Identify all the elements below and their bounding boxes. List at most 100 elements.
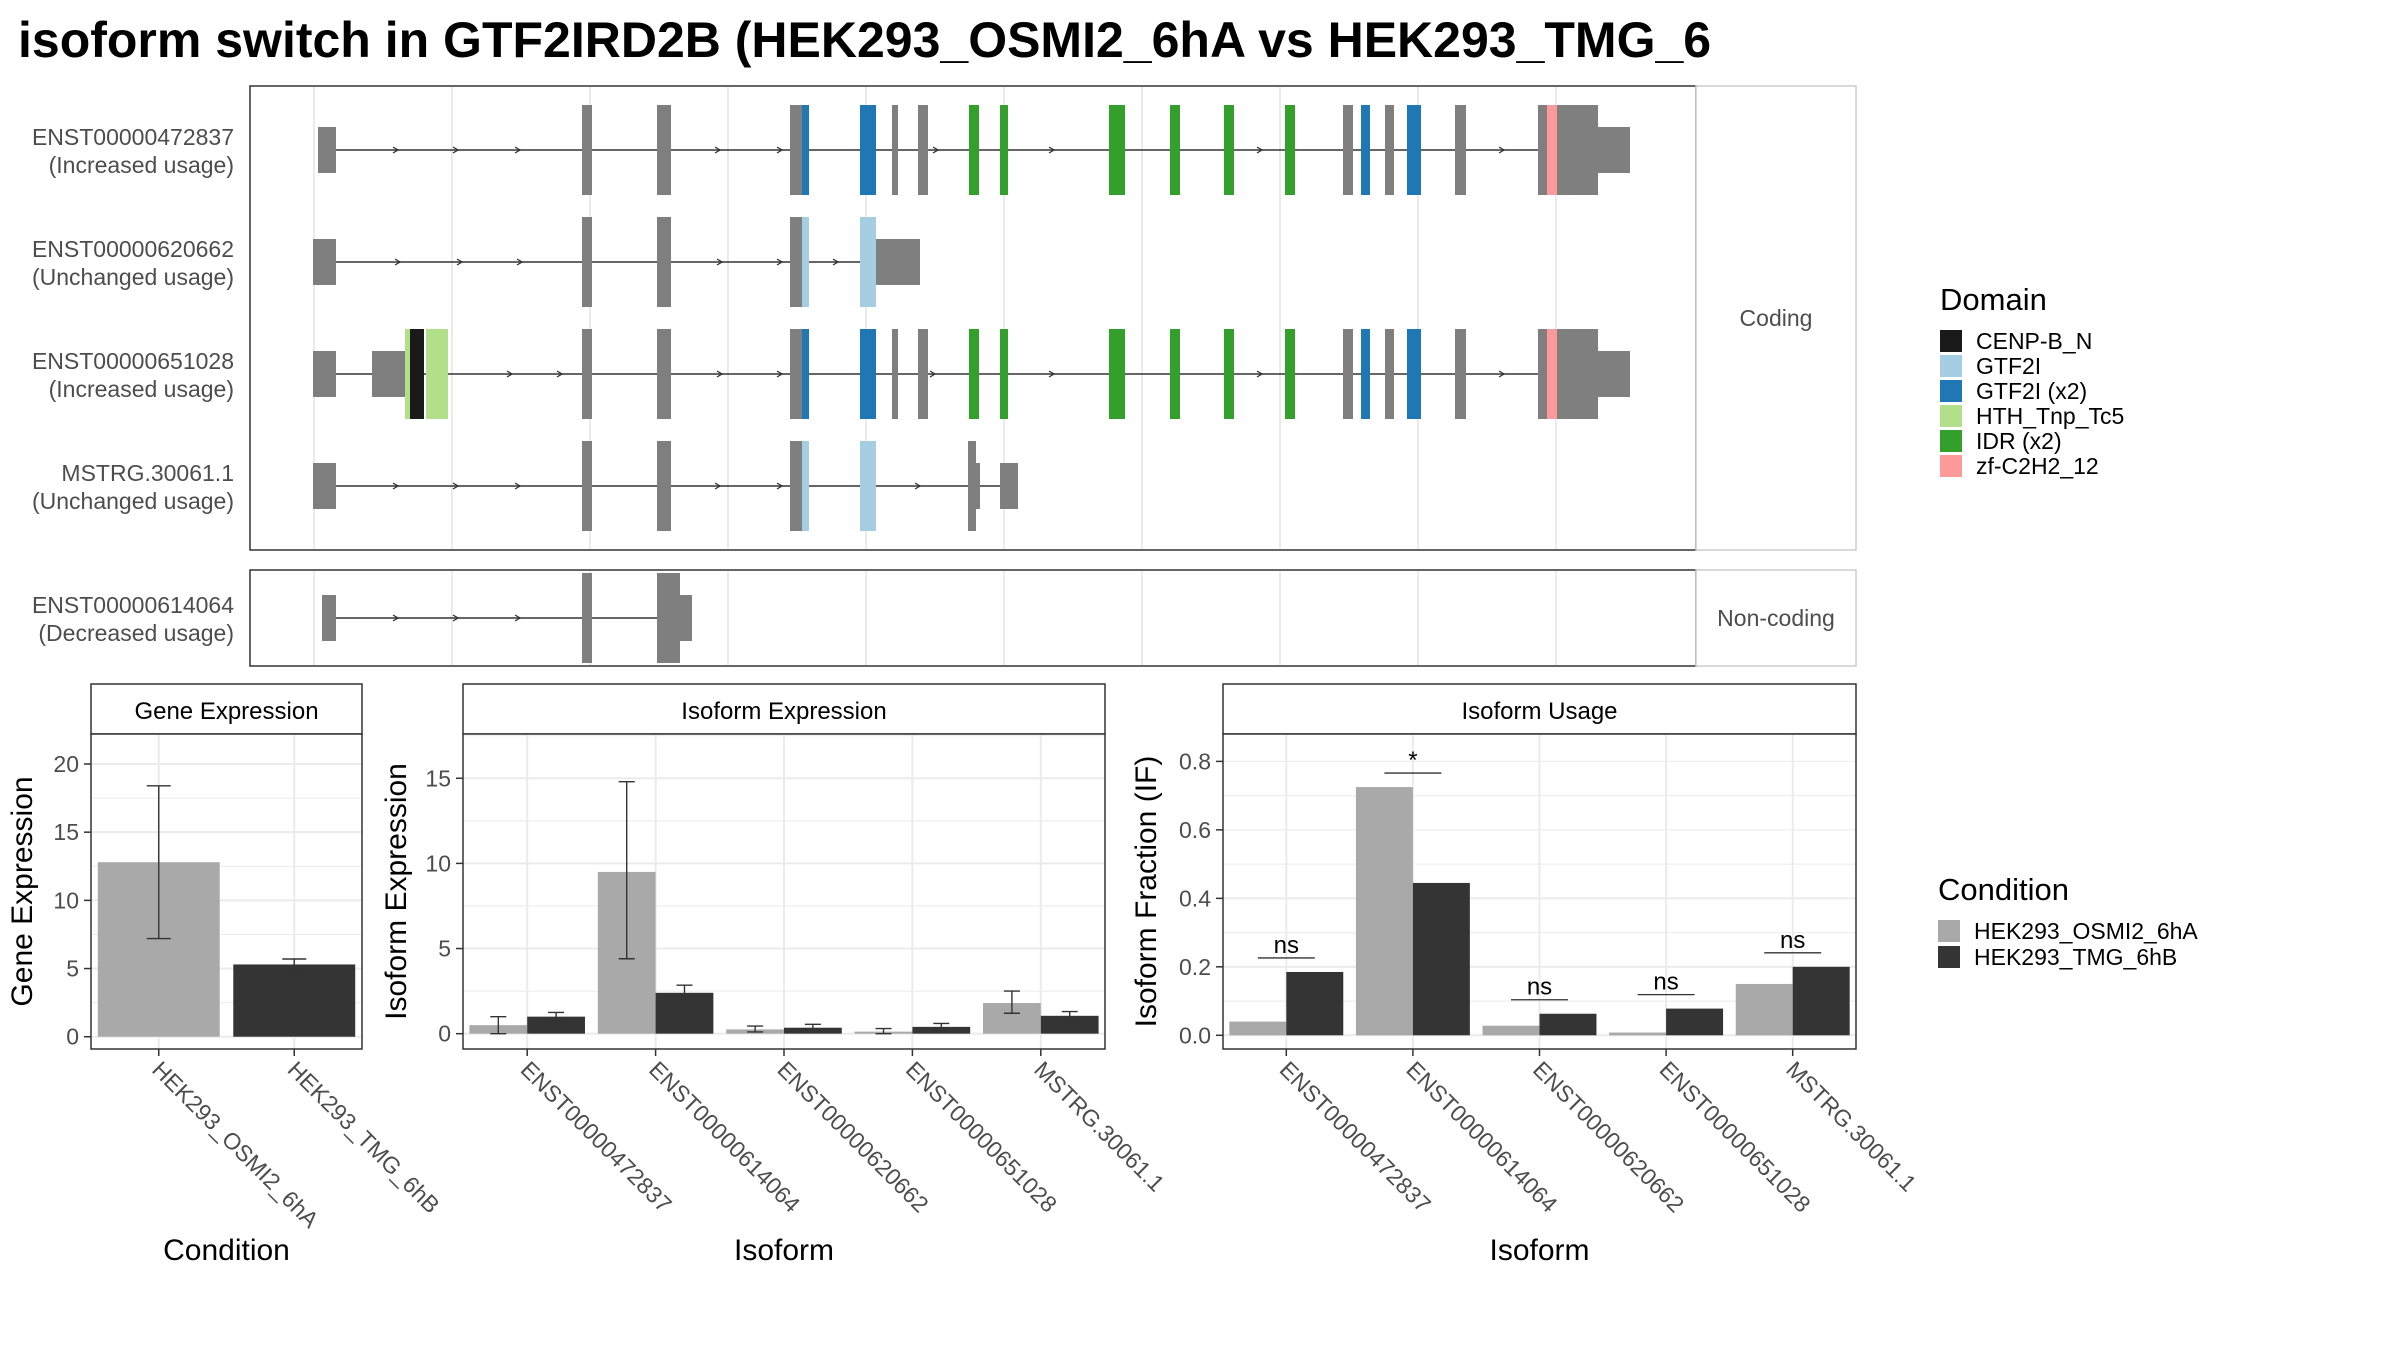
utr-exon [876, 239, 920, 285]
significance-label: ns [1527, 974, 1552, 1001]
panel-strip [1222, 683, 1857, 735]
y-tick-label: 5 [66, 956, 79, 982]
bar [1412, 882, 1470, 1036]
domain-legend-title: Domain [1940, 282, 2047, 317]
domain-hth-tnp-tc5 [426, 329, 448, 419]
y-tick-label: 0.2 [1179, 954, 1211, 980]
legend-label: HTH_Tnp_Tc5 [1976, 403, 2124, 429]
strand-arrow-icon [776, 146, 784, 154]
panel-title: Isoform Usage [1461, 698, 1617, 725]
strand-arrow-icon [556, 370, 564, 378]
isoform-label-id: ENST00000614064 [32, 592, 234, 618]
isoform-label-usage: (Unchanged usage) [32, 264, 234, 290]
isoform-expression-chart: Isoform Expression051015ENST00000472837E… [380, 683, 1170, 1267]
strand-arrow-icon [394, 258, 402, 266]
exon [1385, 105, 1394, 195]
gene-expression-chart: Gene Expression05101520HEK293_OSMI2_6hAH… [6, 683, 445, 1267]
transcript-ENST00000614064 [322, 573, 692, 663]
exon [582, 441, 592, 531]
exon [657, 441, 671, 531]
exon [657, 105, 671, 195]
strand-arrow-icon [776, 258, 784, 266]
utr-exon [1557, 105, 1598, 195]
isoform-label-usage: (Increased usage) [49, 376, 234, 402]
exon [1000, 463, 1018, 509]
coding-facet-strip [1695, 85, 1857, 551]
isoform-label-usage: (Increased usage) [49, 152, 234, 178]
domain-gtf2i [860, 441, 876, 531]
domain-idr-x2- [1285, 329, 1295, 419]
legend-label: IDR (x2) [1976, 428, 2062, 454]
domain-idr-x2- [1224, 105, 1234, 195]
exon [582, 217, 592, 307]
legend-swatch [1938, 946, 1960, 968]
domain-idr-x2- [1109, 329, 1125, 419]
utr-exon [976, 463, 980, 509]
strand-arrow-icon [776, 370, 784, 378]
exon [1385, 329, 1394, 419]
strand-arrow-icon [1256, 370, 1264, 378]
domain-gtf2i-x2- [1407, 329, 1421, 419]
transcript-ENST00000472837 [318, 105, 1630, 195]
exon [790, 441, 802, 531]
domain-idr-x2- [1170, 329, 1180, 419]
strand-arrow-icon [714, 146, 722, 154]
domain-gtf2i-x2- [860, 329, 876, 419]
exon [1455, 329, 1466, 419]
domain-gtf2i-x2- [860, 105, 876, 195]
legend-swatch [1940, 455, 1962, 477]
strand-arrow-icon [716, 370, 724, 378]
bar [1040, 1015, 1099, 1034]
legend-label: HEK293_OSMI2_6hA [1974, 918, 2198, 944]
strand-arrow-icon [1048, 370, 1056, 378]
strand-arrow-icon [832, 258, 840, 266]
bar [912, 1026, 971, 1034]
transcript-ENST00000620662 [313, 217, 920, 307]
legend-label: GTF2I (x2) [1976, 378, 2087, 404]
isoform-label-usage: (Unchanged usage) [32, 488, 234, 514]
exon [582, 573, 592, 663]
panel-strip [90, 683, 363, 735]
legend-swatch [1940, 355, 1962, 377]
exon [968, 441, 976, 531]
bar [1286, 971, 1344, 1036]
y-axis-title: Isoform Expression [380, 763, 413, 1020]
y-tick-label: 5 [438, 936, 451, 962]
y-tick-label: 0 [66, 1024, 79, 1050]
strand-arrow-icon [914, 482, 922, 490]
strand-arrow-icon [932, 146, 940, 154]
bar [1355, 787, 1413, 1036]
exon [313, 351, 336, 397]
domain-idr-x2- [969, 105, 979, 195]
panel-title: Gene Expression [134, 698, 318, 725]
domain-idr-x2- [1285, 105, 1295, 195]
exon [790, 329, 802, 419]
strand-arrow-icon [452, 146, 460, 154]
x-axis-title: Isoform [1489, 1234, 1589, 1267]
y-tick-label: 20 [53, 751, 79, 777]
exon [657, 573, 680, 663]
bar [1792, 966, 1850, 1036]
domain-idr-x2- [969, 329, 979, 419]
strand-arrow-icon [1048, 146, 1056, 154]
noncoding-panel-background [249, 569, 1697, 667]
domain-gtf2i [802, 217, 809, 307]
y-tick-label: 10 [425, 850, 451, 876]
strand-arrow-icon [452, 614, 460, 622]
strand-arrow-icon [714, 482, 722, 490]
domain-idr-x2- [1109, 105, 1125, 195]
exon [582, 329, 592, 419]
condition-legend-title: Condition [1938, 872, 2069, 907]
domain-gtf2i-x2- [1361, 105, 1370, 195]
y-tick-label: 15 [53, 819, 79, 845]
y-tick-label: 15 [425, 765, 451, 791]
panel-title: Isoform Expression [681, 698, 886, 725]
figure-title: isoform switch in GTF2IRD2B (HEK293_OSMI… [18, 12, 1711, 68]
exon [918, 329, 928, 419]
exon [790, 105, 802, 195]
legend-label: CENP-B_N [1976, 328, 2092, 354]
x-tick-label: HEK293_TMG_6hB [283, 1056, 445, 1218]
